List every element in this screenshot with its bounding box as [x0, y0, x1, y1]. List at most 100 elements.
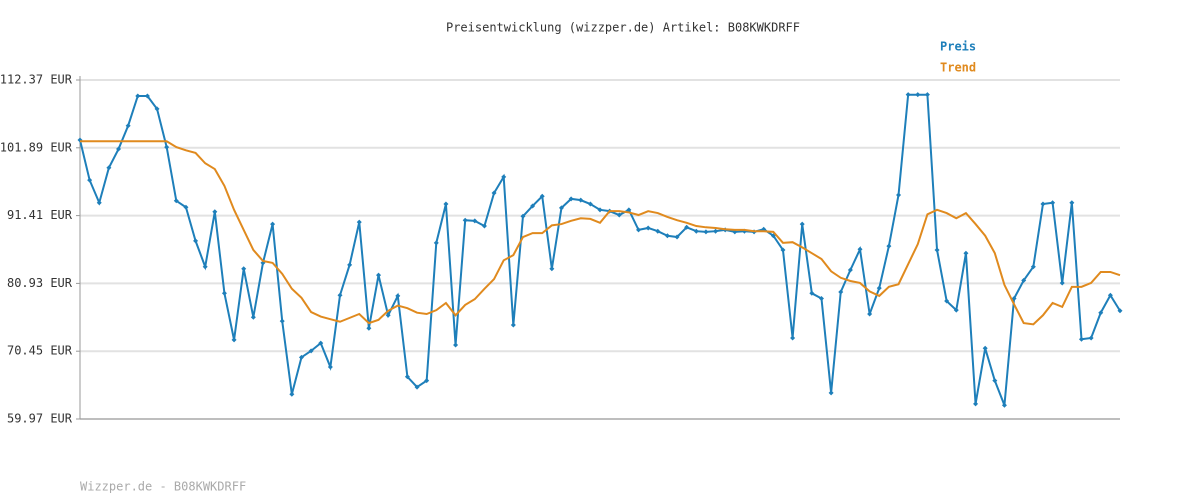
- point-marker: [202, 264, 208, 270]
- point-marker: [886, 243, 892, 249]
- y-tick-label: 59.97 EUR: [7, 412, 73, 426]
- y-tick-label: 91.41 EUR: [7, 208, 73, 222]
- point-marker: [231, 337, 237, 343]
- point-marker: [154, 106, 160, 112]
- point-marker: [568, 196, 574, 202]
- point-marker: [915, 92, 921, 98]
- point-marker: [462, 217, 468, 223]
- point-marker: [221, 290, 227, 296]
- point-marker: [992, 378, 998, 384]
- point-marker: [780, 247, 786, 253]
- point-marker: [96, 200, 102, 206]
- point-marker: [549, 266, 555, 272]
- point-marker: [116, 146, 122, 152]
- point-marker: [1001, 402, 1007, 408]
- point-marker: [472, 218, 478, 224]
- point-marker: [347, 262, 353, 268]
- point-marker: [279, 318, 285, 324]
- point-marker: [636, 227, 642, 233]
- point-marker: [645, 225, 651, 231]
- point-marker: [713, 228, 719, 234]
- point-marker: [510, 322, 516, 328]
- point-marker: [433, 240, 439, 246]
- point-marker: [674, 234, 680, 240]
- point-marker: [664, 233, 670, 239]
- point-marker: [982, 345, 988, 351]
- point-marker: [106, 165, 112, 171]
- point-marker: [847, 267, 853, 273]
- point-marker: [838, 289, 844, 295]
- point-marker: [183, 204, 189, 210]
- point-marker: [693, 228, 699, 234]
- point-marker: [453, 342, 459, 348]
- point-marker: [87, 177, 93, 183]
- point-marker: [1050, 200, 1056, 206]
- point-marker: [1021, 277, 1027, 283]
- point-marker: [491, 190, 497, 196]
- point-marker: [308, 348, 314, 354]
- point-marker: [125, 123, 131, 129]
- point-marker: [684, 224, 690, 230]
- point-marker: [414, 384, 420, 390]
- point-marker: [385, 312, 391, 318]
- point-marker: [558, 205, 564, 211]
- point-marker: [539, 193, 545, 199]
- point-marker: [1098, 310, 1104, 316]
- point-marker: [424, 378, 430, 384]
- point-marker: [193, 238, 199, 244]
- point-marker: [212, 209, 218, 215]
- point-marker: [703, 229, 709, 235]
- point-marker: [626, 207, 632, 213]
- point-marker: [896, 192, 902, 198]
- point-marker: [578, 197, 584, 203]
- point-marker: [164, 144, 170, 150]
- point-marker: [953, 307, 959, 313]
- point-marker: [395, 293, 401, 299]
- chart-title: Preisentwicklung (wizzper.de) Artikel: B…: [446, 21, 800, 35]
- point-marker: [1040, 201, 1046, 207]
- point-marker: [587, 201, 593, 207]
- point-marker: [809, 290, 815, 296]
- point-marker: [616, 212, 622, 218]
- point-marker: [790, 335, 796, 341]
- series-line: [79, 93, 1121, 406]
- series-line: [80, 140, 1121, 326]
- point-marker: [1059, 280, 1065, 286]
- legend-entry: Trend: [940, 61, 976, 75]
- point-marker: [924, 92, 930, 98]
- point-marker: [597, 207, 603, 213]
- point-marker: [481, 223, 487, 229]
- point-marker: [944, 298, 950, 304]
- y-tick-label: 112.37 EUR: [0, 73, 73, 87]
- point-marker: [289, 391, 295, 397]
- point-marker: [963, 250, 969, 256]
- point-marker: [318, 340, 324, 346]
- point-marker: [520, 213, 526, 219]
- point-marker: [799, 221, 805, 227]
- point-marker: [973, 401, 979, 407]
- point-marker: [1117, 308, 1123, 314]
- point-marker: [337, 292, 343, 298]
- point-marker: [135, 93, 141, 99]
- point-marker: [404, 374, 410, 380]
- point-marker: [655, 228, 661, 234]
- point-marker: [241, 266, 247, 272]
- y-tick-label: 70.45 EUR: [7, 344, 73, 358]
- point-marker: [376, 272, 382, 278]
- source-note: Wizzper.de - B08KWKDRFF: [80, 480, 246, 494]
- point-marker: [857, 246, 863, 252]
- point-marker: [270, 221, 276, 227]
- point-marker: [173, 198, 179, 204]
- point-marker: [876, 285, 882, 291]
- point-marker: [530, 203, 536, 209]
- point-marker: [250, 314, 256, 320]
- point-marker: [934, 247, 940, 253]
- point-marker: [298, 354, 304, 360]
- point-marker: [1069, 200, 1075, 206]
- point-marker: [828, 390, 834, 396]
- point-marker: [818, 295, 824, 301]
- point-marker: [501, 174, 507, 180]
- point-marker: [1088, 335, 1094, 341]
